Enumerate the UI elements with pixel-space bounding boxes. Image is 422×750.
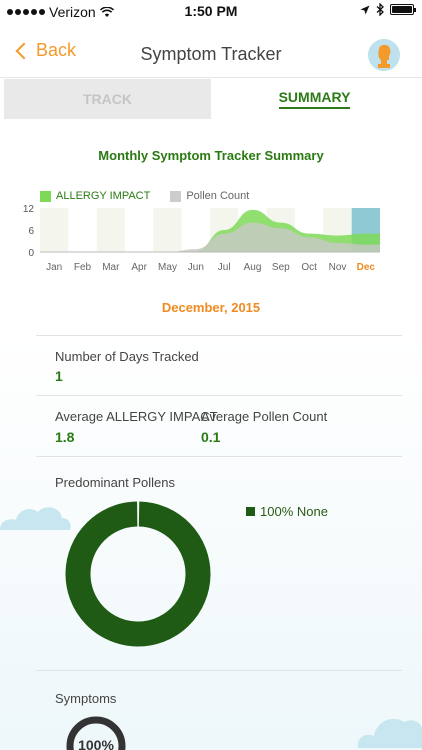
- profile-avatar[interactable]: [368, 39, 400, 71]
- x-tick-label[interactable]: Nov: [329, 262, 347, 273]
- x-tick-label[interactable]: Oct: [301, 262, 317, 273]
- tab-summary-label: SUMMARY: [278, 89, 351, 109]
- x-tick-label[interactable]: Aug: [244, 262, 262, 273]
- y-tick-label: 6: [28, 226, 34, 237]
- tab-track[interactable]: TRACK: [4, 79, 211, 119]
- monthly-area-chart[interactable]: 0 6 12 Jan Feb Mar Apr May Jun Jul Aug Sep Oct Nov Dec: [18, 200, 388, 280]
- pollen-legend-swatch: [246, 507, 255, 516]
- legend-item-allergy: ALLERGY IMPACT: [40, 190, 150, 202]
- legend-label-allergy: ALLERGY IMPACT: [56, 190, 151, 202]
- x-tick-label[interactable]: Feb: [74, 262, 92, 273]
- clock: 1:50 PM: [184, 3, 238, 19]
- status-icons: [360, 3, 416, 16]
- cloud-decoration: [0, 507, 71, 530]
- x-tick-label[interactable]: Jan: [46, 262, 62, 273]
- x-tick-label[interactable]: May: [158, 262, 177, 273]
- signal-icon: [7, 9, 45, 15]
- pollen-legend-item: 100% None: [246, 504, 328, 519]
- navigation-bar: Back Symptom Tracker: [0, 22, 422, 78]
- avg-pollen-label: Average Pollen Count: [201, 409, 328, 424]
- divider: [36, 456, 402, 457]
- y-tick-label: 12: [23, 204, 35, 215]
- chart-legend: ALLERGY IMPACT Pollen Count: [40, 190, 269, 202]
- symptoms-donut[interactable]: [66, 714, 126, 750]
- y-tick-label: 0: [28, 248, 34, 259]
- chart-title: Monthly Symptom Tracker Summary: [98, 148, 324, 163]
- page-title: Symptom Tracker: [140, 44, 282, 64]
- x-tick-label[interactable]: Mar: [102, 262, 120, 273]
- x-tick-label[interactable]: Jul: [218, 262, 231, 273]
- back-button[interactable]: Back: [15, 40, 77, 61]
- tab-track-label: TRACK: [83, 91, 132, 107]
- head-profile-icon: [368, 39, 400, 71]
- chart-column-band[interactable]: [96, 208, 125, 252]
- symptoms-ring: [66, 716, 126, 750]
- days-tracked-label: Number of Days Tracked: [55, 349, 199, 364]
- divider: [36, 395, 402, 396]
- cloud-decoration: [357, 718, 422, 748]
- divider: [36, 335, 402, 336]
- battery-icon: [390, 4, 416, 15]
- divider: [36, 670, 402, 671]
- tab-summary[interactable]: SUMMARY: [211, 79, 418, 119]
- predominant-pollens-donut[interactable]: [64, 500, 212, 648]
- avg-impact-value: 1.8: [55, 429, 75, 445]
- location-icon: [360, 5, 370, 14]
- selected-period: December, 2015: [161, 300, 261, 315]
- series-area-pollen-count: [40, 222, 380, 252]
- avg-pollen-value: 0.1: [201, 429, 221, 445]
- wifi-icon: [99, 6, 114, 17]
- bluetooth-icon: [376, 3, 384, 16]
- back-label: Back: [36, 40, 77, 60]
- x-tick-label[interactable]: Sep: [272, 262, 290, 273]
- legend-swatch-pollen: [170, 190, 182, 202]
- carrier-info: Verizon: [7, 4, 114, 20]
- legend-swatch-allergy: [40, 190, 51, 202]
- days-tracked-value: 1: [55, 368, 63, 384]
- x-tick-label[interactable]: Dec: [357, 262, 376, 273]
- avg-impact-label: Average ALLERGY IMPACT: [55, 409, 218, 424]
- symptoms-label: Symptoms: [55, 691, 117, 706]
- status-bar: Verizon 1:50 PM: [0, 0, 422, 22]
- predominant-pollens-label: Predominant Pollens: [55, 475, 175, 490]
- carrier-name: Verizon: [49, 4, 96, 20]
- symptoms-percent: 100%: [78, 737, 114, 750]
- legend-label-pollen: Pollen Count: [186, 190, 250, 202]
- chart-column-band[interactable]: [153, 208, 182, 252]
- chart-column-band[interactable]: [40, 208, 69, 252]
- x-tick-label[interactable]: Jun: [188, 262, 204, 273]
- legend-item-pollen: Pollen Count: [170, 190, 249, 202]
- pollen-legend-text: 100% None: [260, 504, 328, 519]
- x-tick-label[interactable]: Apr: [131, 262, 147, 273]
- pollen-slice-none[interactable]: [65, 501, 211, 647]
- segment-tabs: TRACK SUMMARY: [4, 79, 418, 119]
